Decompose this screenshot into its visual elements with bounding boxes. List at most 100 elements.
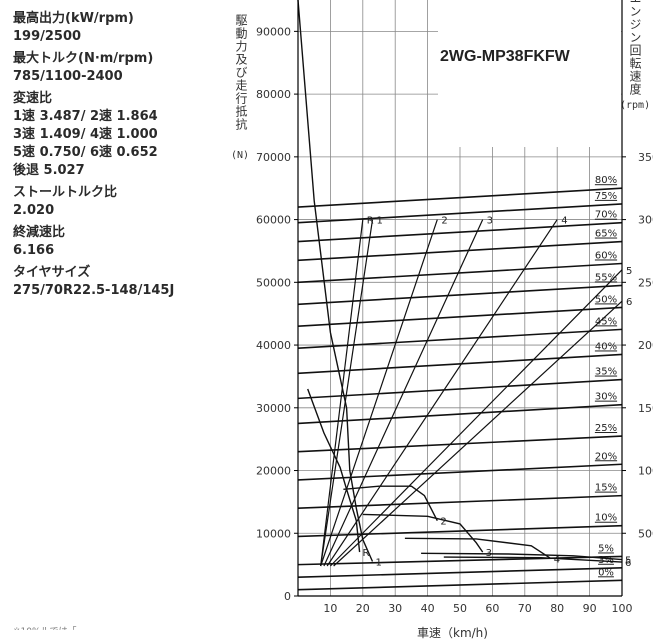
footnote: ※10%ルでは「 [13, 627, 77, 637]
rpm-tick-label: 3000 [638, 214, 653, 227]
final-reduction-label: 終減速比 [13, 225, 66, 240]
x-tick-label: 10 [323, 602, 337, 615]
grade-line [297, 555, 623, 566]
tire-size-label: タイヤサイズ [13, 265, 91, 280]
grade-line [297, 328, 623, 349]
y-tick-label: 20000 [256, 465, 291, 478]
engine-speed-lines: R 1 2 3 456 [320, 216, 632, 567]
rpm-line [333, 300, 623, 567]
y-tick-label: 80000 [256, 88, 291, 101]
grade-label: 70% [595, 210, 617, 221]
rpm-tick-label: 500 [638, 527, 653, 540]
tractive-curve [307, 388, 361, 553]
y-tick-label: 30000 [256, 402, 291, 415]
grade-label: 25% [595, 423, 617, 434]
rpm-line [320, 219, 438, 567]
gear-ratio-line: 5速 0.750/ 6速 0.652 [13, 145, 158, 160]
x-tick-label: 90 [583, 602, 597, 615]
x-tick-label: 40 [421, 602, 435, 615]
grade-label: 5% [598, 543, 614, 554]
x-axis-label: 車速（km/h) [417, 626, 488, 640]
grade-label: 75% [595, 191, 617, 202]
x-tick-label: 50 [453, 602, 467, 615]
gear-ratio-line: 3速 1.409/ 4速 1.000 [13, 127, 158, 142]
stall-torque-value: 2.020 [13, 203, 55, 218]
rpm-line-label: 3 [487, 216, 493, 227]
tractive-curve-label: 6 [625, 558, 631, 569]
grade-line [297, 353, 623, 375]
rpm-line-label: 1 [377, 216, 383, 227]
grade-line [297, 240, 623, 262]
tractive-curve-label: 2 [440, 517, 446, 528]
left-axis-label: 駆動力及び走行抵抗 [234, 14, 248, 131]
spec-panel: 最高出力(kW/rpm) 199/2500 最大トルク(N·m/rpm) 785… [13, 10, 248, 304]
tractive-curve-label: R [363, 548, 370, 559]
rpm-line-label: 5 [626, 266, 632, 277]
gear-ratio-line: 1速 3.487/ 2速 1.864 [13, 109, 158, 124]
max-output-label: 最高出力(kW/rpm) [13, 11, 134, 26]
y-tick-label: 0 [284, 590, 291, 603]
rpm-tick-label: 3500 [638, 151, 653, 164]
rpm-tick-label: 1500 [638, 402, 653, 415]
grade-line [297, 187, 623, 208]
grade-label: 55% [595, 272, 617, 283]
grade-label: 60% [595, 250, 617, 261]
rpm-line [329, 269, 623, 567]
max-torque-label: 最大トルク(N·m/rpm) [13, 51, 154, 66]
grade-line [297, 579, 623, 591]
final-reduction-value: 6.166 [13, 243, 55, 258]
grade-label: 0% [598, 567, 614, 578]
y-tick-label: 50000 [256, 276, 291, 289]
right-axis-unit: (rpm) [620, 100, 651, 111]
tractive-curve [404, 537, 552, 559]
tractive-curve [443, 556, 623, 563]
y-tick-label: 60000 [256, 214, 291, 227]
grade-label: 35% [595, 367, 617, 378]
chart-axes: 10 20 30 40 50 60 70 80 90 1000100002000030000400… [256, 0, 653, 615]
grade-label: 20% [595, 451, 617, 462]
tractive-curve [421, 552, 623, 561]
y-tick-label: 10000 [256, 527, 291, 540]
max-torque-value: 785/1100-2400 [13, 69, 123, 84]
grade-line [297, 284, 623, 306]
grade-label: 65% [595, 229, 617, 240]
x-tick-label: 100 [612, 602, 633, 615]
x-tick-label: 80 [550, 602, 564, 615]
left-axis-unit: (N) [231, 150, 250, 161]
rpm-line-label: 4 [561, 216, 567, 227]
right-axis-label: エンジン回転速度 [628, 0, 642, 96]
tractive-curve-label: 1 [376, 557, 382, 568]
grade-label: 45% [595, 316, 617, 327]
grade-label: 50% [595, 294, 617, 305]
grade-resistance-lines: 0%3%5% 10% 15% 20% 25% 30% 35% 40% 45% 50% 55% 60% 6… [297, 175, 623, 591]
rpm-tick-label: 1000 [638, 465, 653, 478]
rpm-tick-label: 2500 [638, 276, 653, 289]
rpm-line-label: 6 [626, 297, 632, 308]
model-name: 2WG-MP38FKFW [440, 48, 570, 65]
rpm-line [323, 219, 484, 567]
tire-size-value: 275/70R22.5-148/145J [13, 283, 175, 298]
x-tick-label: 60 [485, 602, 499, 615]
rpm-line-label: 2 [441, 216, 447, 227]
gear-ratio-label: 変速比 [13, 91, 53, 106]
grade-label: 30% [595, 392, 617, 403]
grade-line [297, 524, 623, 538]
rpm-line [326, 219, 558, 567]
grade-label: 10% [595, 513, 617, 524]
grade-line [297, 203, 623, 224]
grade-label: 15% [595, 483, 617, 494]
grade-label: 80% [595, 175, 617, 186]
tractive-curve-label: 5 [625, 556, 631, 567]
stall-torque-label: ストールトルク比 [13, 185, 118, 200]
grade-line [297, 463, 623, 481]
grade-line [297, 403, 623, 425]
tractive-curve [362, 513, 484, 553]
tractive-curve [297, 0, 374, 562]
grade-label: 3% [598, 555, 614, 566]
y-tick-label: 90000 [256, 25, 291, 38]
x-tick-label: 70 [518, 602, 532, 615]
rpm-line [320, 219, 364, 567]
max-output-value: 199/2500 [13, 29, 82, 44]
grade-line [297, 221, 623, 243]
